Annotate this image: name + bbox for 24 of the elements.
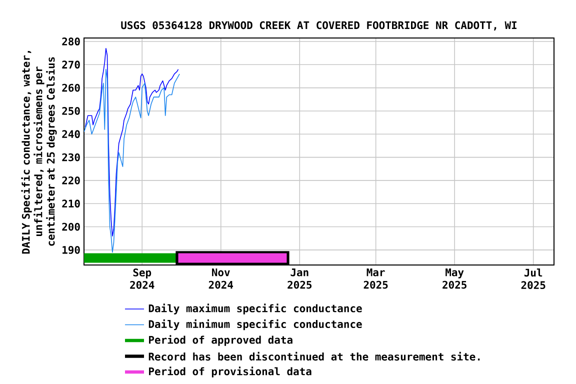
line-series bbox=[84, 48, 179, 236]
y-axis-title: DAILY Specific conductance, water, unfiltered, microsiemens per centimeter at 25 degrees Celsius bbox=[21, 51, 57, 254]
y-tick-label: 260 bbox=[62, 84, 80, 92]
y-tick-label: 230 bbox=[62, 153, 80, 162]
y-tick-label: 210 bbox=[62, 200, 80, 208]
chart-title: USGS 05364128 DRYWOOD CREEK AT COVERED FOOTBRIDGE NR CADOTT, WI bbox=[121, 21, 516, 31]
y-tick-label: 220 bbox=[62, 176, 80, 184]
x-tick-label: Nov 2024 bbox=[208, 268, 233, 289]
x-tick-label: Jan 2025 bbox=[288, 268, 312, 289]
y-tick-label: 200 bbox=[62, 222, 80, 231]
legend-label: Daily maximum specific conductance bbox=[148, 304, 362, 314]
y-tick-label: 250 bbox=[62, 107, 80, 115]
x-tick-label: Jul 2025 bbox=[521, 268, 546, 290]
legend-label: Daily minimum specific conductance bbox=[148, 319, 362, 330]
y-tick-label: 190 bbox=[62, 246, 80, 254]
legend-label: Period of provisional data bbox=[149, 366, 312, 378]
y-tick-label: 270 bbox=[62, 60, 80, 69]
y-tick-label: 280 bbox=[62, 38, 80, 46]
x-tick-label: May 2025 bbox=[442, 268, 466, 289]
x-tick-label: Sep 2024 bbox=[130, 268, 154, 289]
legend-label: Record has been discontinued at the measurement site. bbox=[148, 352, 480, 361]
legend-label: Period of approved data bbox=[149, 335, 292, 346]
x-tick-label: Mar 2025 bbox=[364, 268, 388, 289]
y-tick-label: 240 bbox=[62, 130, 80, 138]
